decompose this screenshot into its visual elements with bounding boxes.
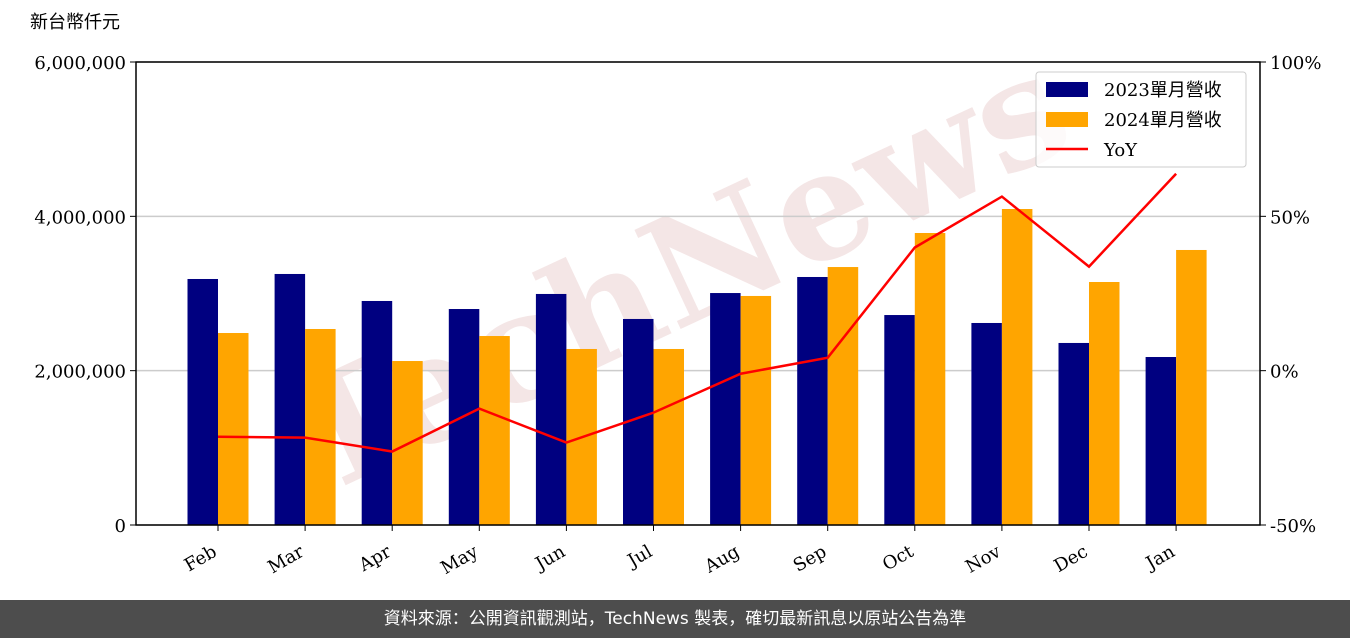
legend-label: 2023單月營收 — [1104, 80, 1222, 101]
y-axis-label: 新台幣仟元 — [30, 12, 120, 33]
bar — [914, 233, 946, 525]
footer: 資料來源：公開資訊觀測站，TechNews 製表，確切最新訊息以原站公告為準 — [0, 600, 1350, 638]
legend-swatch — [1046, 82, 1088, 97]
x-tick-label: Jul — [622, 541, 656, 573]
x-tick-label: May — [437, 541, 482, 579]
y2-tick-label: -50% — [1270, 516, 1316, 537]
bar — [305, 328, 336, 525]
x-tick-label: Oct — [879, 541, 918, 576]
legend-swatch — [1046, 112, 1088, 127]
x-tick-label: Mar — [264, 541, 308, 578]
bar — [653, 348, 684, 525]
y-tick-label: 0 — [115, 516, 126, 537]
x-tick-label: Jan — [1141, 541, 1179, 575]
yoy-line — [217, 172, 1178, 453]
y-tick-label: 2,000,000 — [34, 362, 126, 383]
y2-tick-label: 100% — [1270, 53, 1321, 74]
bar — [1089, 282, 1120, 525]
bar — [218, 333, 249, 525]
x-tick-label: Dec — [1051, 541, 1092, 577]
x-tick-label: Jun — [530, 541, 569, 576]
bar — [187, 278, 218, 525]
x-tick-label: Aug — [700, 541, 743, 578]
legend-label: 2024單月營收 — [1104, 110, 1222, 131]
bar — [361, 300, 393, 525]
x-tick-label: Sep — [790, 541, 830, 576]
y2-tick-label: 50% — [1270, 207, 1310, 228]
bar — [535, 293, 567, 525]
bar — [1001, 209, 1033, 525]
x-tick-label: Apr — [355, 541, 395, 576]
bar — [1058, 342, 1089, 525]
y2-tick-label: 0% — [1270, 362, 1299, 383]
x-tick-label: Nov — [962, 541, 1005, 578]
bar — [274, 273, 306, 525]
legend-box — [1035, 71, 1247, 168]
y-tick-label: 6,000,000 — [34, 53, 126, 74]
bar — [884, 315, 915, 525]
bar — [971, 322, 1002, 525]
bar — [479, 336, 510, 525]
bar — [797, 276, 828, 525]
legend-label: YoY — [1103, 140, 1138, 161]
chart: 新台幣仟元 TechNews 02,000,0004,000,0006,000,… — [30, 12, 1321, 579]
y-tick-label: 4,000,000 — [34, 207, 126, 228]
x-tick-label: Feb — [181, 541, 221, 576]
plot-frame — [135, 61, 1261, 526]
bar — [710, 293, 741, 525]
bar — [827, 267, 859, 525]
bar — [1176, 249, 1207, 525]
bar — [1145, 357, 1177, 525]
bar — [740, 295, 772, 525]
